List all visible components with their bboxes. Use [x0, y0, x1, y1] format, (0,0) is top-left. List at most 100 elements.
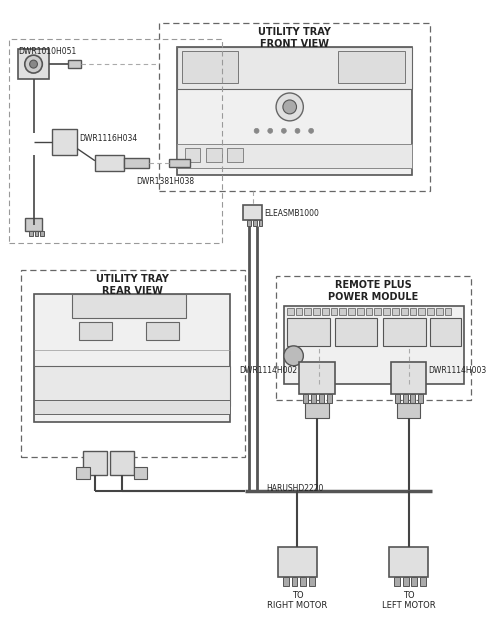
Bar	[159, 23, 430, 191]
Text: DWR1114H003: DWR1114H003	[428, 366, 486, 375]
Bar	[418, 394, 423, 403]
Bar	[206, 147, 222, 161]
Bar	[418, 308, 425, 315]
Bar	[338, 51, 404, 83]
Bar	[40, 232, 44, 236]
Bar	[304, 308, 311, 315]
Bar	[397, 403, 420, 418]
Bar	[182, 51, 238, 83]
Bar	[228, 147, 243, 161]
Circle shape	[282, 128, 286, 134]
Bar	[21, 270, 245, 458]
Bar	[296, 308, 302, 315]
Bar	[18, 49, 49, 79]
Bar	[348, 308, 355, 315]
Bar	[330, 308, 338, 315]
Bar	[68, 60, 82, 68]
Bar	[276, 276, 471, 399]
Circle shape	[254, 128, 259, 134]
Bar	[278, 547, 317, 577]
Bar	[395, 394, 400, 403]
Bar	[176, 47, 412, 89]
Bar	[124, 158, 150, 168]
Bar	[357, 308, 364, 315]
Circle shape	[283, 100, 296, 114]
Bar	[52, 129, 78, 154]
Bar	[287, 318, 330, 346]
Bar	[410, 308, 416, 315]
Bar	[420, 577, 426, 586]
Circle shape	[295, 128, 300, 134]
Bar	[247, 220, 250, 227]
Bar	[110, 451, 134, 475]
Bar	[34, 232, 38, 236]
Bar	[427, 308, 434, 315]
Bar	[72, 294, 186, 318]
Text: UTILITY TRAY
FRONT VIEW: UTILITY TRAY FRONT VIEW	[258, 27, 331, 49]
Bar	[412, 577, 418, 586]
Bar	[366, 308, 372, 315]
Bar	[309, 577, 315, 586]
Bar	[83, 451, 106, 475]
Bar	[80, 322, 112, 340]
Bar	[283, 577, 288, 586]
Bar	[402, 577, 408, 586]
Bar	[176, 47, 412, 175]
Bar	[340, 308, 346, 315]
Circle shape	[25, 55, 42, 73]
Text: REMOTE PLUS
POWER MODULE: REMOTE PLUS POWER MODULE	[328, 280, 418, 302]
Bar	[306, 403, 328, 418]
Bar	[326, 394, 332, 403]
Bar	[34, 399, 230, 413]
Bar	[383, 318, 426, 346]
Bar	[300, 577, 306, 586]
Bar	[313, 308, 320, 315]
Text: DWR1381H038: DWR1381H038	[136, 177, 194, 185]
Bar	[304, 394, 308, 403]
Text: DWR1114H002: DWR1114H002	[240, 366, 298, 375]
Text: HARUSHD2220: HARUSHD2220	[266, 484, 324, 493]
Bar	[444, 308, 452, 315]
Bar	[430, 318, 461, 346]
Bar	[374, 308, 382, 315]
Bar	[300, 362, 334, 394]
Bar	[258, 220, 262, 227]
Bar	[34, 366, 230, 406]
Bar	[402, 394, 407, 403]
Bar	[383, 308, 390, 315]
Bar	[292, 577, 298, 586]
Text: TO
LEFT MOTOR: TO LEFT MOTOR	[382, 591, 436, 610]
Bar	[319, 394, 324, 403]
Bar	[334, 318, 378, 346]
Text: TO
RIGHT MOTOR: TO RIGHT MOTOR	[268, 591, 328, 610]
Bar	[410, 394, 416, 403]
Bar	[9, 39, 222, 243]
Text: UTILITY TRAY
REAR VIEW: UTILITY TRAY REAR VIEW	[96, 274, 170, 296]
Bar	[287, 308, 294, 315]
Bar	[25, 218, 42, 232]
Bar	[400, 308, 407, 315]
Circle shape	[308, 128, 314, 134]
Text: DWR1116H034: DWR1116H034	[80, 134, 138, 143]
Bar	[95, 154, 124, 171]
Bar	[311, 394, 316, 403]
Text: ELEASMB1000: ELEASMB1000	[264, 210, 320, 218]
Bar	[134, 467, 147, 479]
Bar	[252, 220, 256, 227]
Bar	[392, 308, 399, 315]
Bar	[34, 294, 230, 422]
Bar	[243, 206, 262, 220]
Bar	[284, 306, 464, 384]
Circle shape	[276, 93, 303, 121]
Circle shape	[268, 128, 272, 134]
Bar	[391, 362, 426, 394]
Bar	[28, 232, 32, 236]
Bar	[176, 144, 412, 168]
Bar	[394, 577, 400, 586]
Bar	[184, 147, 200, 161]
Bar	[146, 322, 178, 340]
Text: DWR1010H051: DWR1010H051	[18, 47, 76, 56]
Circle shape	[30, 60, 38, 68]
Bar	[322, 308, 328, 315]
Bar	[76, 467, 90, 479]
